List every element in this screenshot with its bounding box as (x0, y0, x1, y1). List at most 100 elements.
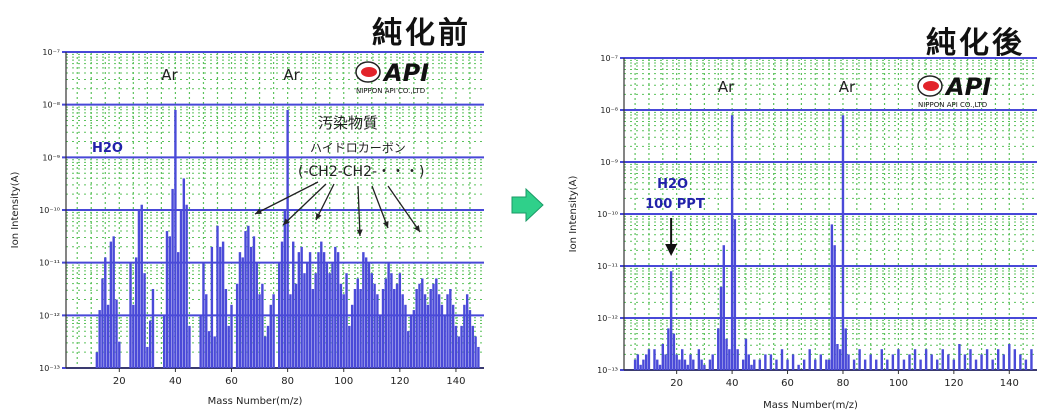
bar (675, 354, 678, 370)
bar (353, 289, 357, 368)
bar (213, 336, 216, 368)
bar (974, 359, 978, 370)
bar (283, 210, 287, 368)
bar (188, 325, 191, 368)
bar (101, 278, 104, 368)
bar (437, 294, 441, 368)
bar (733, 219, 737, 370)
bar (395, 283, 399, 368)
title-before: 純化前 (372, 16, 471, 51)
bar (642, 359, 645, 370)
bar (825, 359, 828, 370)
bar (423, 294, 427, 368)
bar (140, 204, 143, 368)
bar (841, 115, 845, 370)
bar (958, 344, 961, 370)
annotation-h2o: H2O (92, 141, 123, 156)
bar (1030, 349, 1033, 370)
bar (367, 262, 371, 368)
bar (205, 294, 208, 368)
bar (207, 331, 211, 368)
bar (235, 283, 239, 368)
bar (109, 241, 113, 368)
bar (457, 336, 460, 368)
bar (852, 359, 856, 370)
bar (98, 310, 101, 368)
bar (199, 315, 202, 368)
annotation-hydrocarbon: ハイドロカーボン (310, 141, 406, 155)
pointer-arrowhead-icon (283, 218, 290, 225)
bar (325, 262, 329, 368)
bar (446, 294, 449, 368)
bar (286, 109, 289, 368)
bar (683, 359, 687, 370)
annotation-h2o: H2O (657, 177, 688, 192)
bar (827, 359, 831, 370)
x-tick-label: 140 (1000, 378, 1019, 389)
bar (104, 257, 107, 368)
bar (263, 336, 267, 368)
bar (692, 359, 695, 370)
bar (764, 354, 767, 370)
bar (728, 349, 731, 370)
bar (314, 273, 317, 368)
bar (379, 315, 382, 368)
annotation-formula: (-CH2-CH2-・・・) (298, 164, 425, 180)
bar (440, 304, 444, 368)
bar (780, 349, 784, 370)
bar (334, 246, 337, 368)
bar (336, 252, 340, 368)
bar (129, 262, 132, 368)
chart-before: 10⁻⁷ 10⁻⁸ 10⁻⁹ 10⁻¹⁰ 10⁻¹¹ 10⁻¹² 10⁻¹³ 20 40 60 80… (10, 48, 484, 407)
bar (168, 236, 171, 368)
y-tick-label: 10⁻¹³ (39, 364, 60, 373)
logo-company: NIPPON API CO.,LTD (918, 101, 987, 109)
bar (819, 354, 822, 370)
y-tick-label: 10⁻⁹ (600, 158, 618, 167)
bar (913, 349, 917, 370)
bar (863, 359, 867, 370)
bar (941, 349, 944, 370)
bar (339, 283, 343, 368)
bar (322, 252, 326, 368)
bar (661, 344, 665, 370)
bar (137, 210, 141, 368)
bar (1013, 349, 1017, 370)
bar (830, 224, 834, 370)
bar (775, 359, 778, 370)
bar (744, 338, 748, 370)
bar (858, 349, 861, 370)
bar (711, 354, 714, 370)
bar (836, 344, 839, 370)
bar (758, 359, 762, 370)
bar (697, 349, 701, 370)
bar (106, 304, 110, 368)
y-tick-label: 10⁻¹² (597, 314, 618, 323)
bar (991, 359, 994, 370)
bar (717, 328, 720, 370)
bar (320, 241, 323, 368)
bar (112, 236, 115, 368)
bar (210, 246, 214, 368)
bar (750, 364, 753, 370)
logo-mark-icon (923, 81, 939, 91)
bar (471, 325, 474, 368)
bar (331, 262, 334, 368)
bar (177, 252, 180, 368)
bar (393, 289, 396, 368)
pointer-line (315, 183, 335, 221)
bar (151, 289, 155, 368)
x-axis-title: Mass Number(m/z) (763, 400, 858, 411)
bar (345, 273, 348, 368)
annotation-ar-40: Ar (718, 78, 735, 96)
pointer-arrowhead-icon (316, 213, 322, 220)
bar (348, 325, 351, 368)
bar (390, 273, 393, 368)
bar (644, 354, 648, 370)
annotation-ppt: 100 PPT (645, 197, 705, 212)
bar (174, 109, 177, 368)
x-axis-title: Mass Number(m/z) (208, 396, 303, 407)
